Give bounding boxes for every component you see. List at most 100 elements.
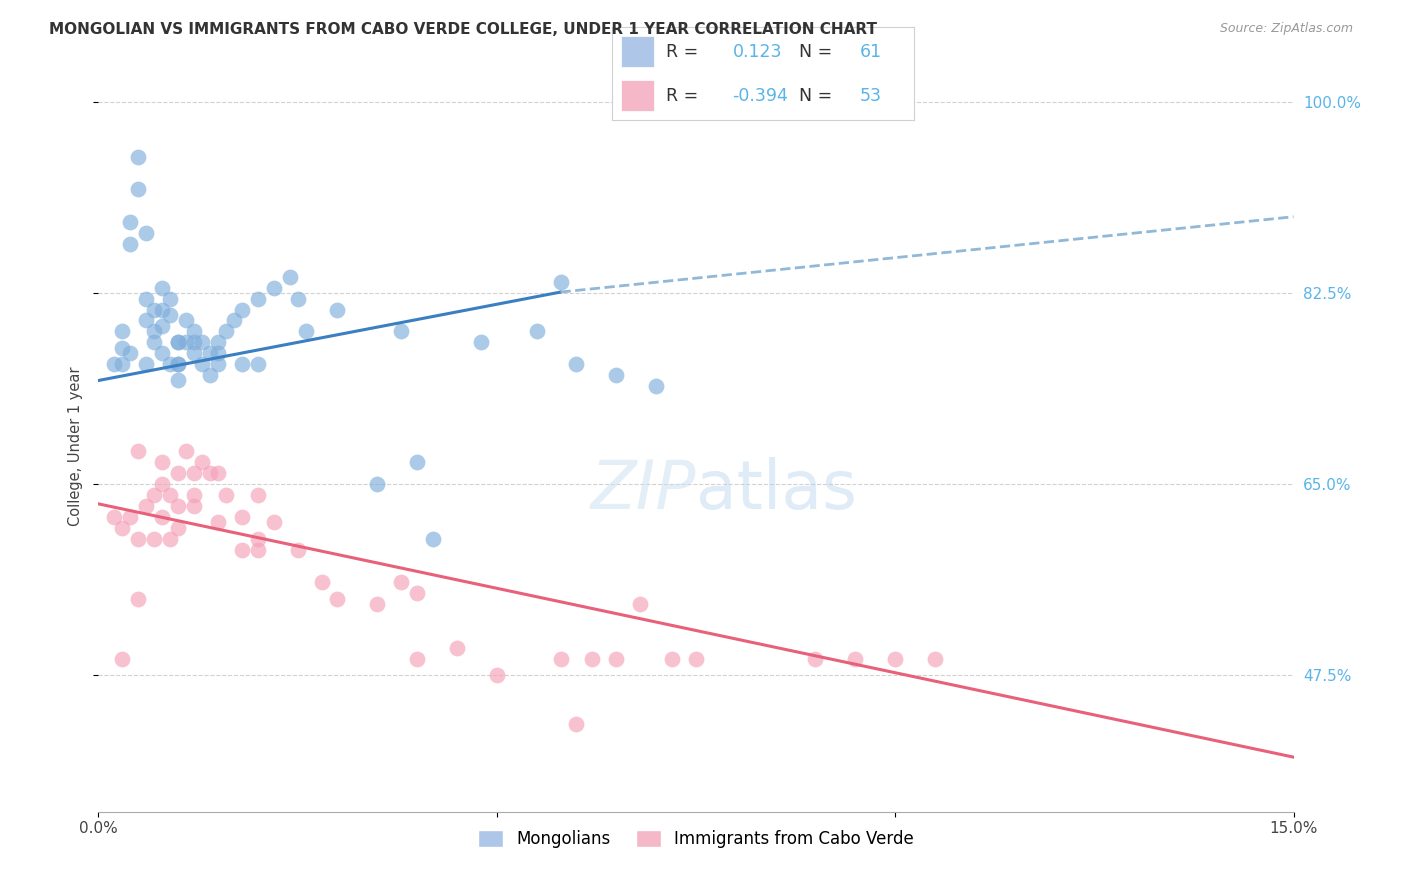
Point bbox=[143, 324, 166, 338]
Point bbox=[167, 374, 190, 388]
Text: ZIP: ZIP bbox=[591, 457, 696, 523]
Point bbox=[167, 499, 190, 513]
Point bbox=[844, 652, 866, 666]
Point bbox=[406, 652, 429, 666]
Point bbox=[565, 357, 588, 371]
Point bbox=[263, 516, 285, 530]
Point bbox=[406, 455, 429, 469]
FancyBboxPatch shape bbox=[620, 36, 654, 67]
Point bbox=[207, 346, 229, 360]
Point bbox=[167, 357, 190, 371]
Point bbox=[207, 357, 229, 371]
Point bbox=[150, 281, 173, 295]
Point bbox=[287, 292, 309, 306]
Point bbox=[127, 150, 149, 164]
Point bbox=[246, 357, 269, 371]
Point bbox=[207, 335, 229, 350]
Point bbox=[231, 542, 253, 557]
Point bbox=[111, 652, 134, 666]
Point bbox=[111, 521, 134, 535]
Point bbox=[135, 499, 157, 513]
Point bbox=[143, 302, 166, 317]
Point bbox=[550, 275, 572, 289]
Point bbox=[294, 324, 316, 338]
Point bbox=[191, 335, 214, 350]
Point bbox=[183, 467, 205, 481]
Point bbox=[924, 652, 946, 666]
Text: R =: R = bbox=[666, 87, 699, 104]
Point bbox=[198, 467, 221, 481]
Point bbox=[111, 324, 134, 338]
Point bbox=[422, 532, 444, 546]
Point bbox=[804, 652, 827, 666]
Legend: Mongolians, Immigrants from Cabo Verde: Mongolians, Immigrants from Cabo Verde bbox=[471, 823, 921, 855]
Point bbox=[246, 532, 269, 546]
Point bbox=[645, 379, 668, 393]
Text: N =: N = bbox=[799, 87, 832, 104]
Point bbox=[135, 292, 157, 306]
Point bbox=[287, 542, 309, 557]
Point bbox=[159, 532, 181, 546]
FancyBboxPatch shape bbox=[620, 80, 654, 111]
Point bbox=[159, 292, 181, 306]
Point bbox=[628, 597, 651, 611]
Point bbox=[143, 532, 166, 546]
Text: Source: ZipAtlas.com: Source: ZipAtlas.com bbox=[1219, 22, 1353, 36]
Point bbox=[159, 357, 181, 371]
Point bbox=[605, 368, 627, 382]
Point bbox=[661, 652, 683, 666]
Point bbox=[127, 591, 149, 606]
Point bbox=[143, 335, 166, 350]
Point bbox=[150, 455, 173, 469]
Point bbox=[150, 477, 173, 491]
Point bbox=[135, 357, 157, 371]
Point bbox=[120, 510, 142, 524]
Point bbox=[389, 324, 412, 338]
Point bbox=[884, 652, 907, 666]
Point bbox=[389, 575, 412, 590]
Point bbox=[167, 357, 190, 371]
Point bbox=[470, 335, 492, 350]
Point bbox=[231, 302, 253, 317]
Point bbox=[183, 346, 205, 360]
Point bbox=[150, 318, 173, 333]
Point bbox=[127, 182, 149, 196]
Point bbox=[581, 652, 603, 666]
Text: 61: 61 bbox=[859, 43, 882, 61]
Point bbox=[143, 488, 166, 502]
Point bbox=[198, 346, 221, 360]
Point bbox=[446, 640, 468, 655]
Point bbox=[246, 542, 269, 557]
Point bbox=[526, 324, 548, 338]
Point bbox=[167, 521, 190, 535]
Point bbox=[174, 313, 197, 327]
Point bbox=[127, 444, 149, 458]
Point bbox=[167, 335, 190, 350]
Point bbox=[263, 281, 285, 295]
Point bbox=[183, 488, 205, 502]
Point bbox=[231, 510, 253, 524]
Point bbox=[366, 597, 388, 611]
Point bbox=[326, 591, 349, 606]
Point bbox=[278, 269, 301, 284]
Point bbox=[246, 292, 269, 306]
Text: atlas: atlas bbox=[696, 457, 856, 523]
Text: -0.394: -0.394 bbox=[733, 87, 789, 104]
Point bbox=[120, 346, 142, 360]
Point bbox=[565, 717, 588, 731]
Point bbox=[183, 324, 205, 338]
Point bbox=[127, 532, 149, 546]
Point bbox=[111, 357, 134, 371]
Point bbox=[150, 346, 173, 360]
Point bbox=[150, 302, 173, 317]
Y-axis label: College, Under 1 year: College, Under 1 year bbox=[67, 367, 83, 525]
Point bbox=[207, 467, 229, 481]
Point bbox=[215, 324, 238, 338]
Point bbox=[103, 357, 125, 371]
Point bbox=[167, 467, 190, 481]
Point bbox=[103, 510, 125, 524]
Point bbox=[550, 652, 572, 666]
Text: R =: R = bbox=[666, 43, 699, 61]
Point bbox=[685, 652, 707, 666]
Text: 0.123: 0.123 bbox=[733, 43, 782, 61]
